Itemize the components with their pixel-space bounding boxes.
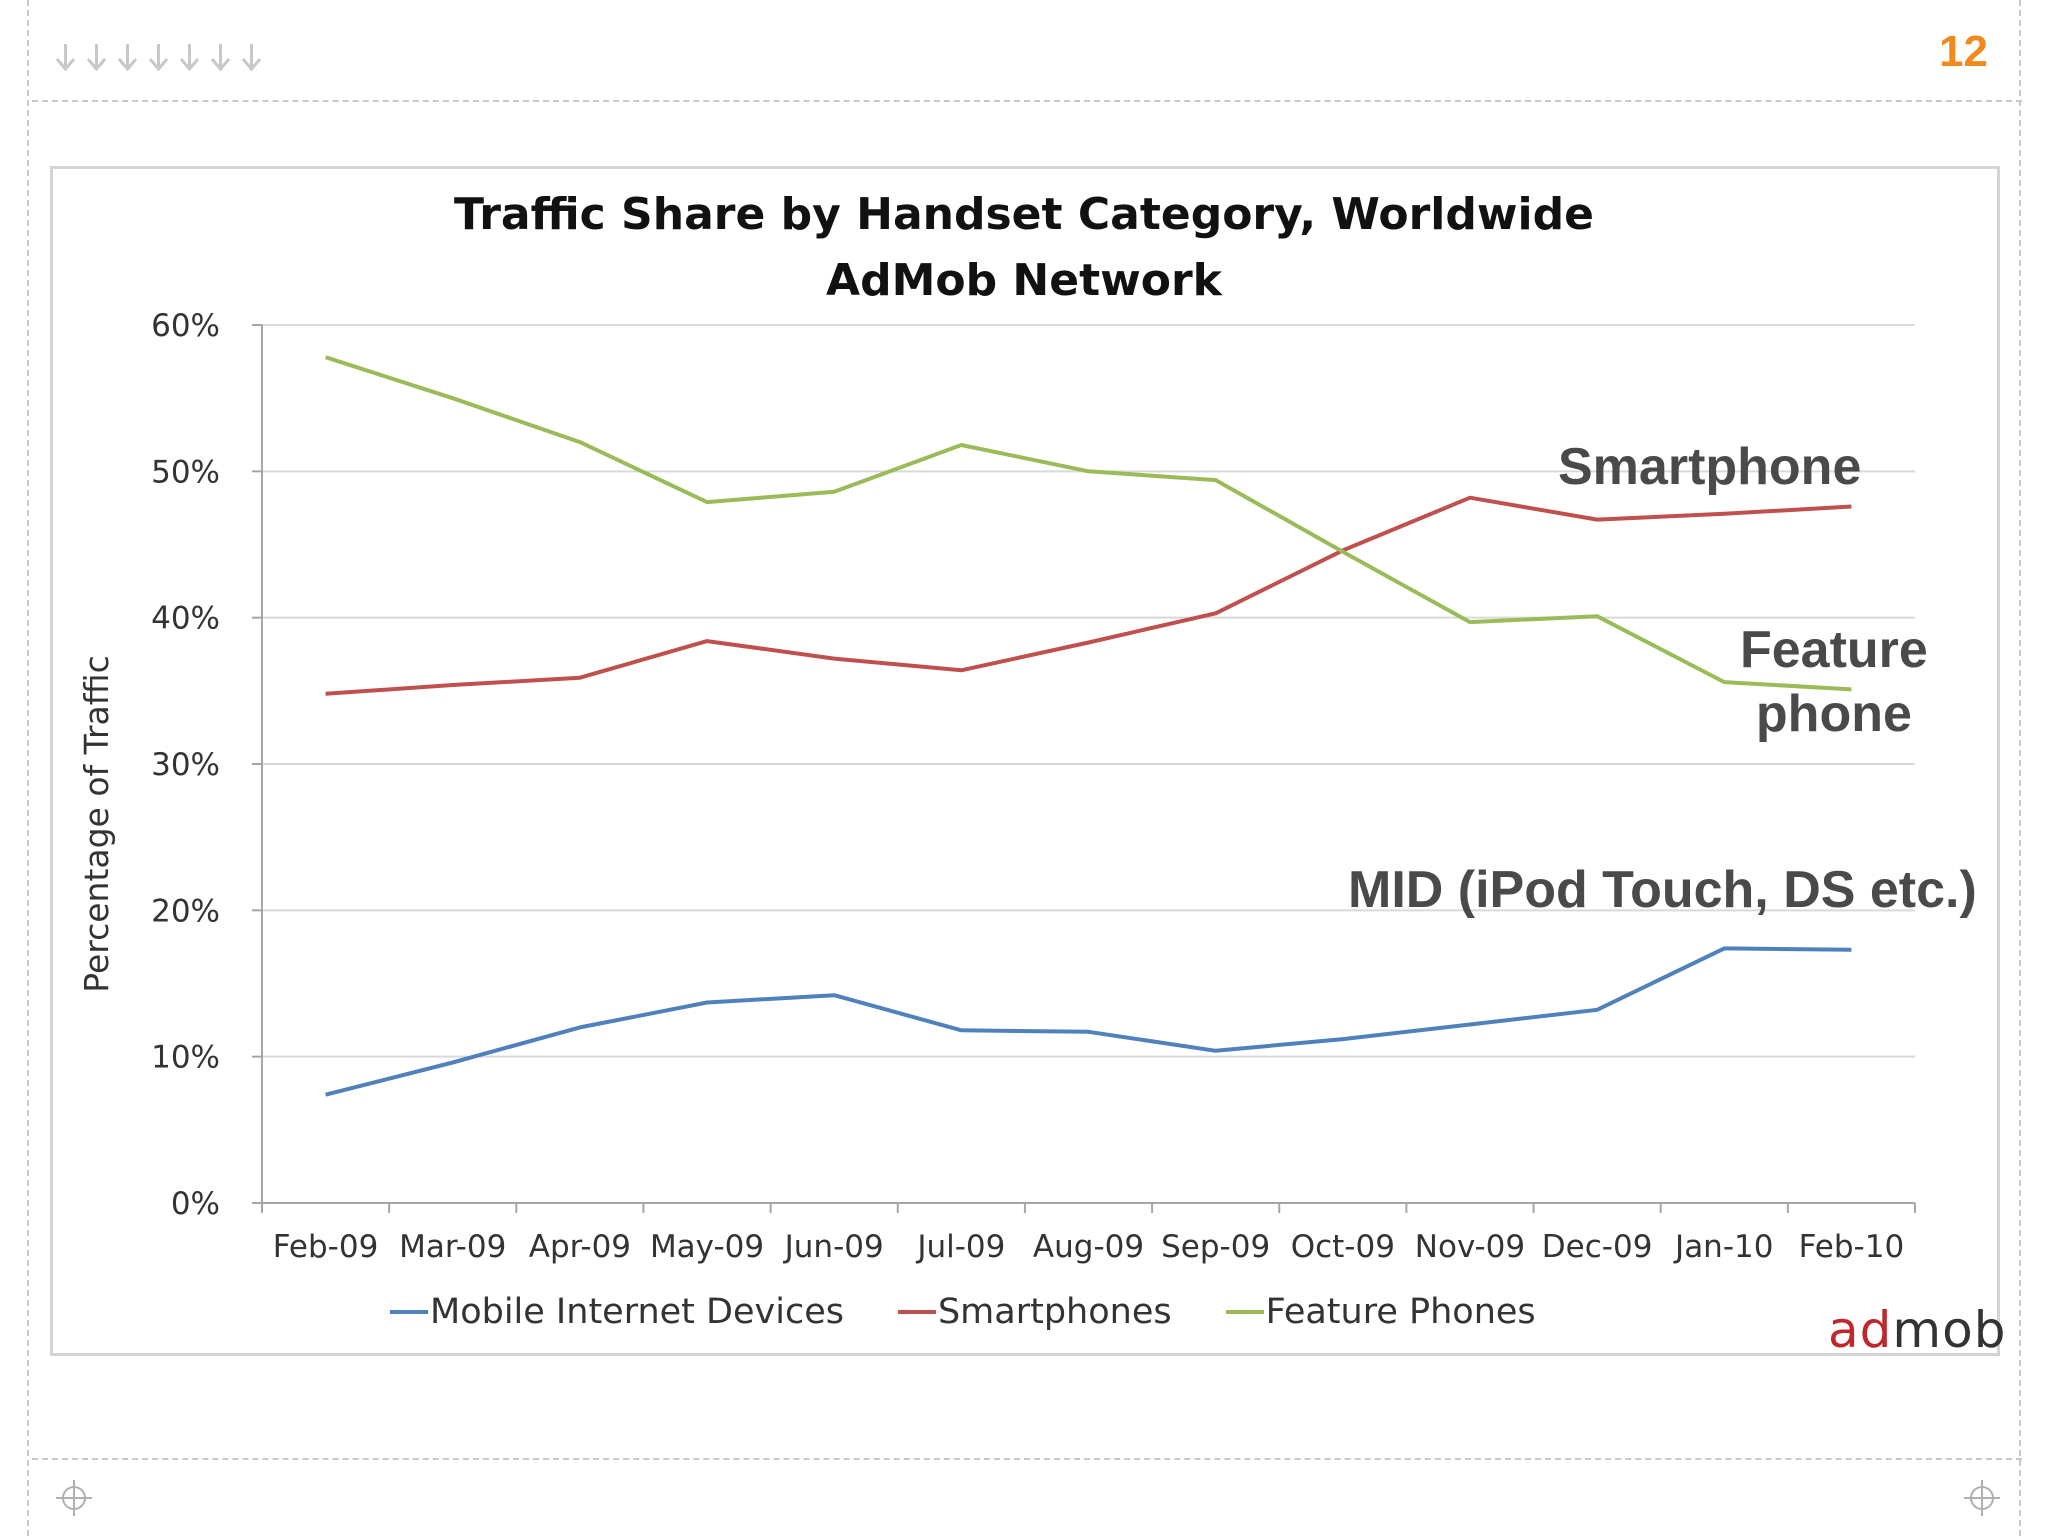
series-line-smartphones <box>325 495 1852 696</box>
annotation-mid: MID (iPod Touch, DS etc.) <box>1348 861 1977 919</box>
series-line-feature-phones <box>324 355 1852 692</box>
admob-logo: admob <box>1828 1300 2006 1360</box>
y-tick-label: 10% <box>151 1040 220 1076</box>
x-tick-label: May-09 <box>650 1229 764 1265</box>
y-tick-label: 0% <box>171 1186 220 1222</box>
annotation-feature-line1: Feature <box>1740 621 1928 679</box>
arrow-down-icon[interactable] <box>145 40 172 74</box>
legend-swatch <box>390 1310 428 1314</box>
x-tick-label: Sep-09 <box>1161 1229 1270 1265</box>
arrow-down-icon[interactable] <box>114 40 141 74</box>
series-line-mobile-internet-devices <box>325 946 1852 1097</box>
x-tick-label: Feb-10 <box>1799 1229 1905 1265</box>
arrow-down-icon[interactable] <box>176 40 203 74</box>
arrow-down-icon[interactable] <box>238 40 265 74</box>
legend-label: Mobile Internet Devices <box>430 1292 844 1332</box>
x-tick-label: Nov-09 <box>1415 1229 1525 1265</box>
y-tick-label: 20% <box>151 893 220 929</box>
y-tick-label: 40% <box>151 601 220 637</box>
y-axis-title: Percentage of Traffic <box>77 655 116 993</box>
logo-ad: ad <box>1828 1301 1893 1359</box>
x-tick-label: Aug-09 <box>1033 1229 1144 1265</box>
legend-item: Mobile Internet Devices <box>390 1292 844 1332</box>
legend-swatch <box>1225 1310 1264 1314</box>
arrow-down-icon[interactable] <box>207 40 234 74</box>
legend-label: Feature Phones <box>1265 1292 1536 1332</box>
annotation-feature-line2: phone <box>1755 685 1912 743</box>
x-tick-label: Jul-09 <box>915 1229 1005 1265</box>
crosshair-icon <box>56 1480 92 1516</box>
arrow-down-icon[interactable] <box>83 40 110 74</box>
arrow-down-icon[interactable] <box>52 40 79 74</box>
x-tick-label: Mar-09 <box>399 1229 506 1265</box>
crosshair-icon <box>1964 1480 2000 1516</box>
y-tick-label: 60% <box>151 308 220 344</box>
chart-frame <box>50 166 2000 1356</box>
legend-swatch <box>897 1310 936 1314</box>
annotation-feature-phone: Feature phone <box>1740 618 1928 746</box>
slide-border-left <box>27 0 29 1536</box>
y-tick-label: 30% <box>151 747 220 783</box>
legend-item: Smartphones <box>897 1292 1172 1332</box>
chart-title: Traffic Share by Handset Category, World… <box>454 189 1594 240</box>
x-tick-label: Oct-09 <box>1291 1229 1395 1265</box>
y-tick-label: 50% <box>151 454 220 490</box>
x-tick-label: Jun-09 <box>783 1229 884 1265</box>
header-divider <box>32 100 2022 102</box>
x-tick-label: Jan-10 <box>1673 1229 1773 1265</box>
legend-item: Feature Phones <box>1225 1292 1536 1332</box>
slide-border-right <box>2019 0 2021 1536</box>
chart-subtitle: AdMob Network <box>826 255 1222 306</box>
legend-label: Smartphones <box>937 1292 1172 1332</box>
x-tick-label: Feb-09 <box>273 1229 379 1265</box>
logo-mob: mob <box>1892 1301 2007 1359</box>
chart-title-block: Traffic Share by Handset Category, World… <box>0 182 2048 314</box>
page-number: 12 <box>1939 27 1988 76</box>
footer-divider <box>32 1458 2022 1460</box>
x-tick-label: Dec-09 <box>1542 1229 1653 1265</box>
annotation-smartphone: Smartphone <box>1558 438 1862 496</box>
x-tick-label: Apr-09 <box>529 1229 631 1265</box>
chart-legend: Mobile Internet Devices Smartphones Featur… <box>390 1292 1536 1332</box>
slide-nav-arrows[interactable] <box>52 40 265 80</box>
